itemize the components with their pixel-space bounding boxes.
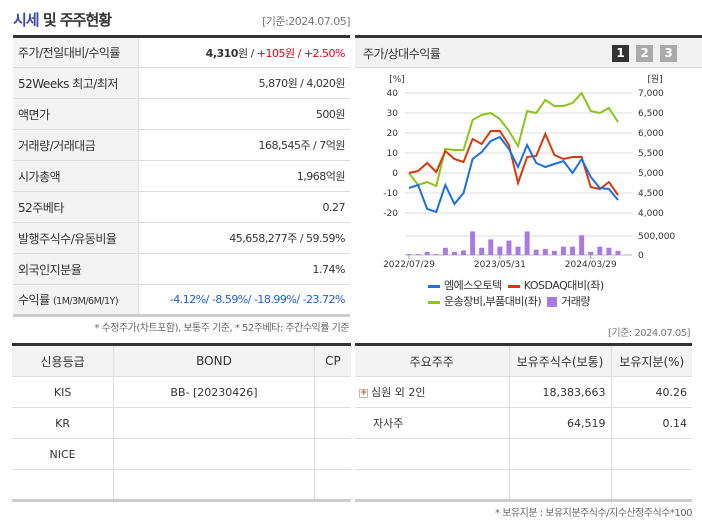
volume-bar [588, 251, 594, 255]
volume-bar [470, 231, 476, 255]
volume-bar [442, 247, 448, 255]
volume-bar [406, 254, 412, 255]
volume-bar [451, 251, 457, 255]
volume-bar [433, 254, 439, 255]
volume-bar [524, 231, 530, 255]
right-tick-label: 4,500 [638, 189, 664, 199]
right-tick-label: 6,500 [638, 109, 664, 119]
table-row: 발행주식수/유동비율 45,658,277주 / 59.59% [13, 222, 350, 254]
volume-bar [579, 235, 585, 255]
right-tick-label: 5,000 [638, 169, 664, 179]
right-tick-label: 4,000 [638, 209, 664, 219]
volume-bar [551, 250, 557, 255]
table-row: 52Weeks 최고/최저 5,870원 / 4,020원 [13, 67, 350, 99]
summary-note: * 수정주가(차트포함), 보통주 기준, * 52주베타: 주간수익률 기준 [94, 323, 349, 334]
chart-title: 주가/상대수익률 [355, 38, 702, 68]
table-row: 자사주 64,519 0.14 [355, 407, 692, 439]
table-row: 시가총액 1,968억원 [13, 160, 350, 192]
volume-bar [479, 247, 485, 255]
holders-as-of: [기준: 2024.07.05] [607, 328, 691, 339]
table-row: NICE [12, 438, 351, 470]
right-axis-unit: [원] [647, 74, 662, 85]
section-title: 시세 및 주주현황 [13, 11, 112, 29]
x-tick-label: 2023/05/31 [474, 260, 526, 270]
table-row: + 심원 외 2인 18,383,663 40.26 [355, 376, 692, 408]
credit-rating-table: 신용등급 BOND CP KIS BB- [20230426] KR NICE [12, 343, 351, 502]
volume-bar [615, 250, 621, 255]
chart-page-2-button[interactable]: 2 [636, 45, 653, 62]
volume-tick-label: 0 [638, 251, 644, 261]
major-shareholders-table: 주요주주 보유주식수(보통) 보유지분(%) + 심원 외 2인 18,383,663 4… [355, 343, 692, 502]
holders-note: * 보유지분 : 보유지분주식수/지수산정주식수*100 [495, 508, 692, 519]
volume-bar [497, 246, 503, 255]
legend-item: 엠에스오토텍 [428, 279, 502, 292]
series-line [408, 130, 619, 196]
left-tick-label: 40 [387, 89, 399, 99]
relative-return-chart: [%] [원] 40 7,000 30 6,500 20 6,000 10 5,500 0 5,000… [383, 74, 675, 270]
legend-item: KOSDAQ대비(좌) [507, 279, 604, 292]
volume-bar [506, 240, 512, 255]
expand-icon[interactable]: + [359, 387, 368, 398]
left-tick-label: 30 [387, 109, 399, 119]
price-summary-table: 주가/전일대비/수익률 4,310원 / +105원 / +2.50% 52Wee… [13, 35, 350, 317]
legend-item: 운송장비,부품대비(좌) [428, 295, 542, 308]
volume-bar [542, 248, 548, 255]
volume-bar [415, 254, 421, 255]
table-row: 거래량/거래대금 168,545주 / 7억원 [13, 129, 350, 161]
left-tick-label: 20 [387, 129, 399, 139]
volume-bar [488, 239, 494, 255]
table-row: 외국인지분율 1.74% [13, 253, 350, 285]
volume-bar [606, 247, 612, 255]
table-row [355, 438, 692, 470]
series-line [408, 135, 619, 214]
volume-bar [560, 246, 566, 255]
volume-bar [515, 246, 521, 255]
left-tick-label: 10 [387, 149, 399, 159]
table-row [355, 469, 692, 501]
left-tick-label: 0 [392, 169, 398, 179]
table-row: 수익률 (1M/3M/6M/1Y) -4.12%/ -8.59%/ -18.99%… [13, 284, 350, 316]
volume-bar [461, 250, 467, 255]
chart-panel: 주가/상대수익률 1 2 3 [355, 35, 702, 315]
right-tick-label: 7,000 [638, 89, 664, 99]
table-row: 주가/전일대비/수익률 4,310원 / +105원 / +2.50% [13, 36, 350, 68]
legend-item: 거래량 [547, 295, 591, 308]
table-row: KR [12, 407, 351, 439]
right-tick-label: 6,000 [638, 129, 664, 139]
volume-bar [424, 251, 430, 255]
volume-bar [597, 246, 603, 255]
table-row: KIS BB- [20230426] [12, 376, 351, 408]
left-axis-unit: [%] [389, 75, 405, 85]
volume-bar [570, 246, 576, 255]
right-tick-label: 5,500 [638, 149, 664, 159]
table-row: 52주베타 0.27 [13, 191, 350, 223]
left-tick-label: -10 [383, 189, 398, 199]
as-of-date: [기준:2024.07.05] [261, 15, 351, 28]
volume-bar [533, 249, 539, 255]
table-row: 액면가 500원 [13, 98, 350, 130]
chart-page-3-button[interactable]: 3 [660, 45, 677, 62]
left-tick-label: -20 [383, 209, 398, 219]
chart-page-1-button[interactable]: 1 [612, 45, 629, 62]
chart-legend: 엠에스오토텍 KOSDAQ대비(좌) 운송장비,부품대비(좌) 거래량 [428, 277, 604, 309]
x-tick-label: 2024/03/29 [565, 260, 617, 270]
x-tick-label: 2022/07/29 [383, 260, 435, 270]
volume-tick-label: 500,000 [638, 232, 675, 242]
table-row [12, 469, 351, 501]
